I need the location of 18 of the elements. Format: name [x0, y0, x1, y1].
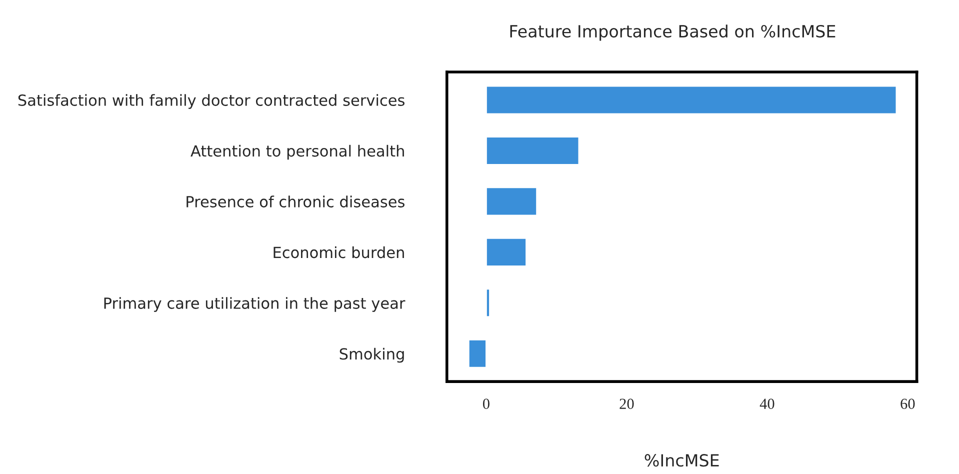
- x-axis-title: %IncMSE: [644, 454, 719, 467]
- bar: [486, 85, 898, 115]
- y-tick-label: Satisfaction with family doctor contracted services: [18, 94, 404, 109]
- bar: [486, 288, 490, 318]
- bar: [486, 186, 538, 216]
- x-tick-label: 0: [482, 398, 490, 409]
- x-tick-label: 20: [620, 398, 634, 409]
- y-tick-label: Smoking: [340, 348, 404, 363]
- chart-title: Feature Importance Based on %IncMSE: [510, 24, 836, 41]
- x-tick-label: 60: [900, 398, 915, 409]
- x-tick-label: 40: [760, 398, 774, 409]
- y-tick-label: Attention to personal health: [190, 144, 404, 160]
- bar: [486, 136, 580, 166]
- y-tick-label: Primary care utilization in the past year: [104, 297, 406, 312]
- bar: [468, 339, 487, 368]
- y-tick-label: Presence of chronic diseases: [186, 196, 404, 208]
- bar: [486, 238, 527, 267]
- y-tick-label: Economic burden: [274, 246, 404, 258]
